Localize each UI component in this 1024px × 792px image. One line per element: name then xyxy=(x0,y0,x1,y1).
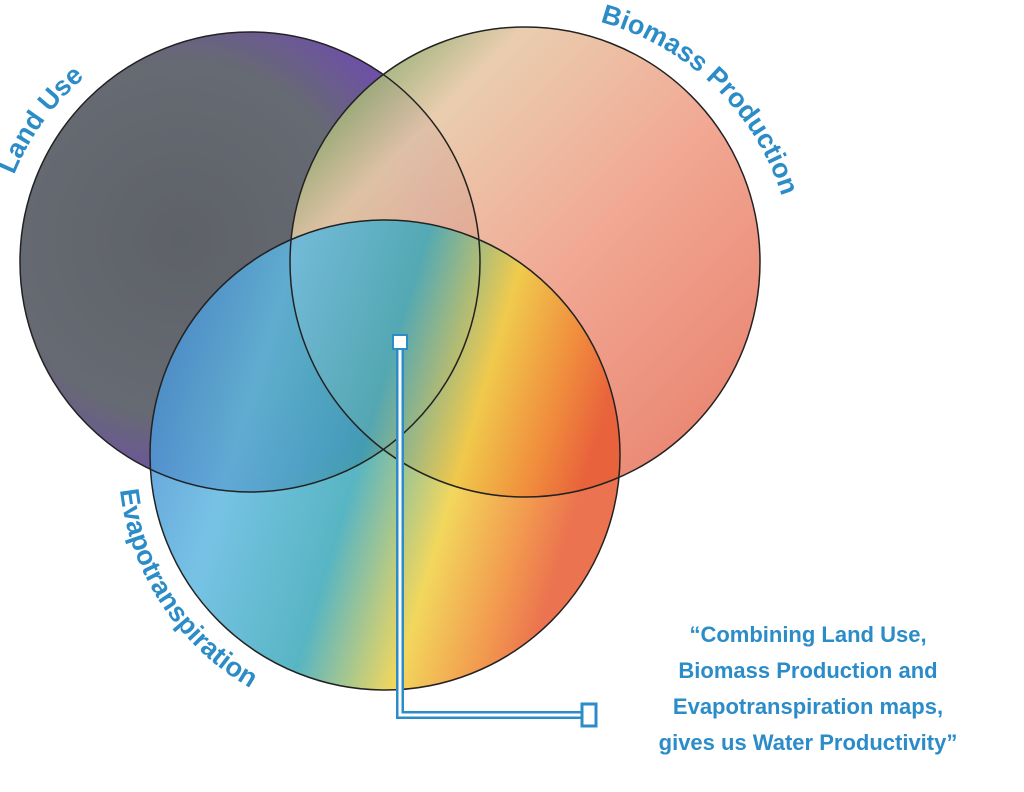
circle-outline xyxy=(149,219,621,691)
quote-line: Biomass Production and xyxy=(678,658,937,683)
circle-outline xyxy=(289,26,761,498)
quote-line: gives us Water Productivity” xyxy=(659,730,958,755)
quote-line: “Combining Land Use, xyxy=(689,622,926,647)
evapotranspiration-map xyxy=(150,220,620,690)
quote-line: Evapotranspiration maps, xyxy=(673,694,943,719)
connector xyxy=(392,334,598,728)
circle-outline xyxy=(19,31,481,493)
